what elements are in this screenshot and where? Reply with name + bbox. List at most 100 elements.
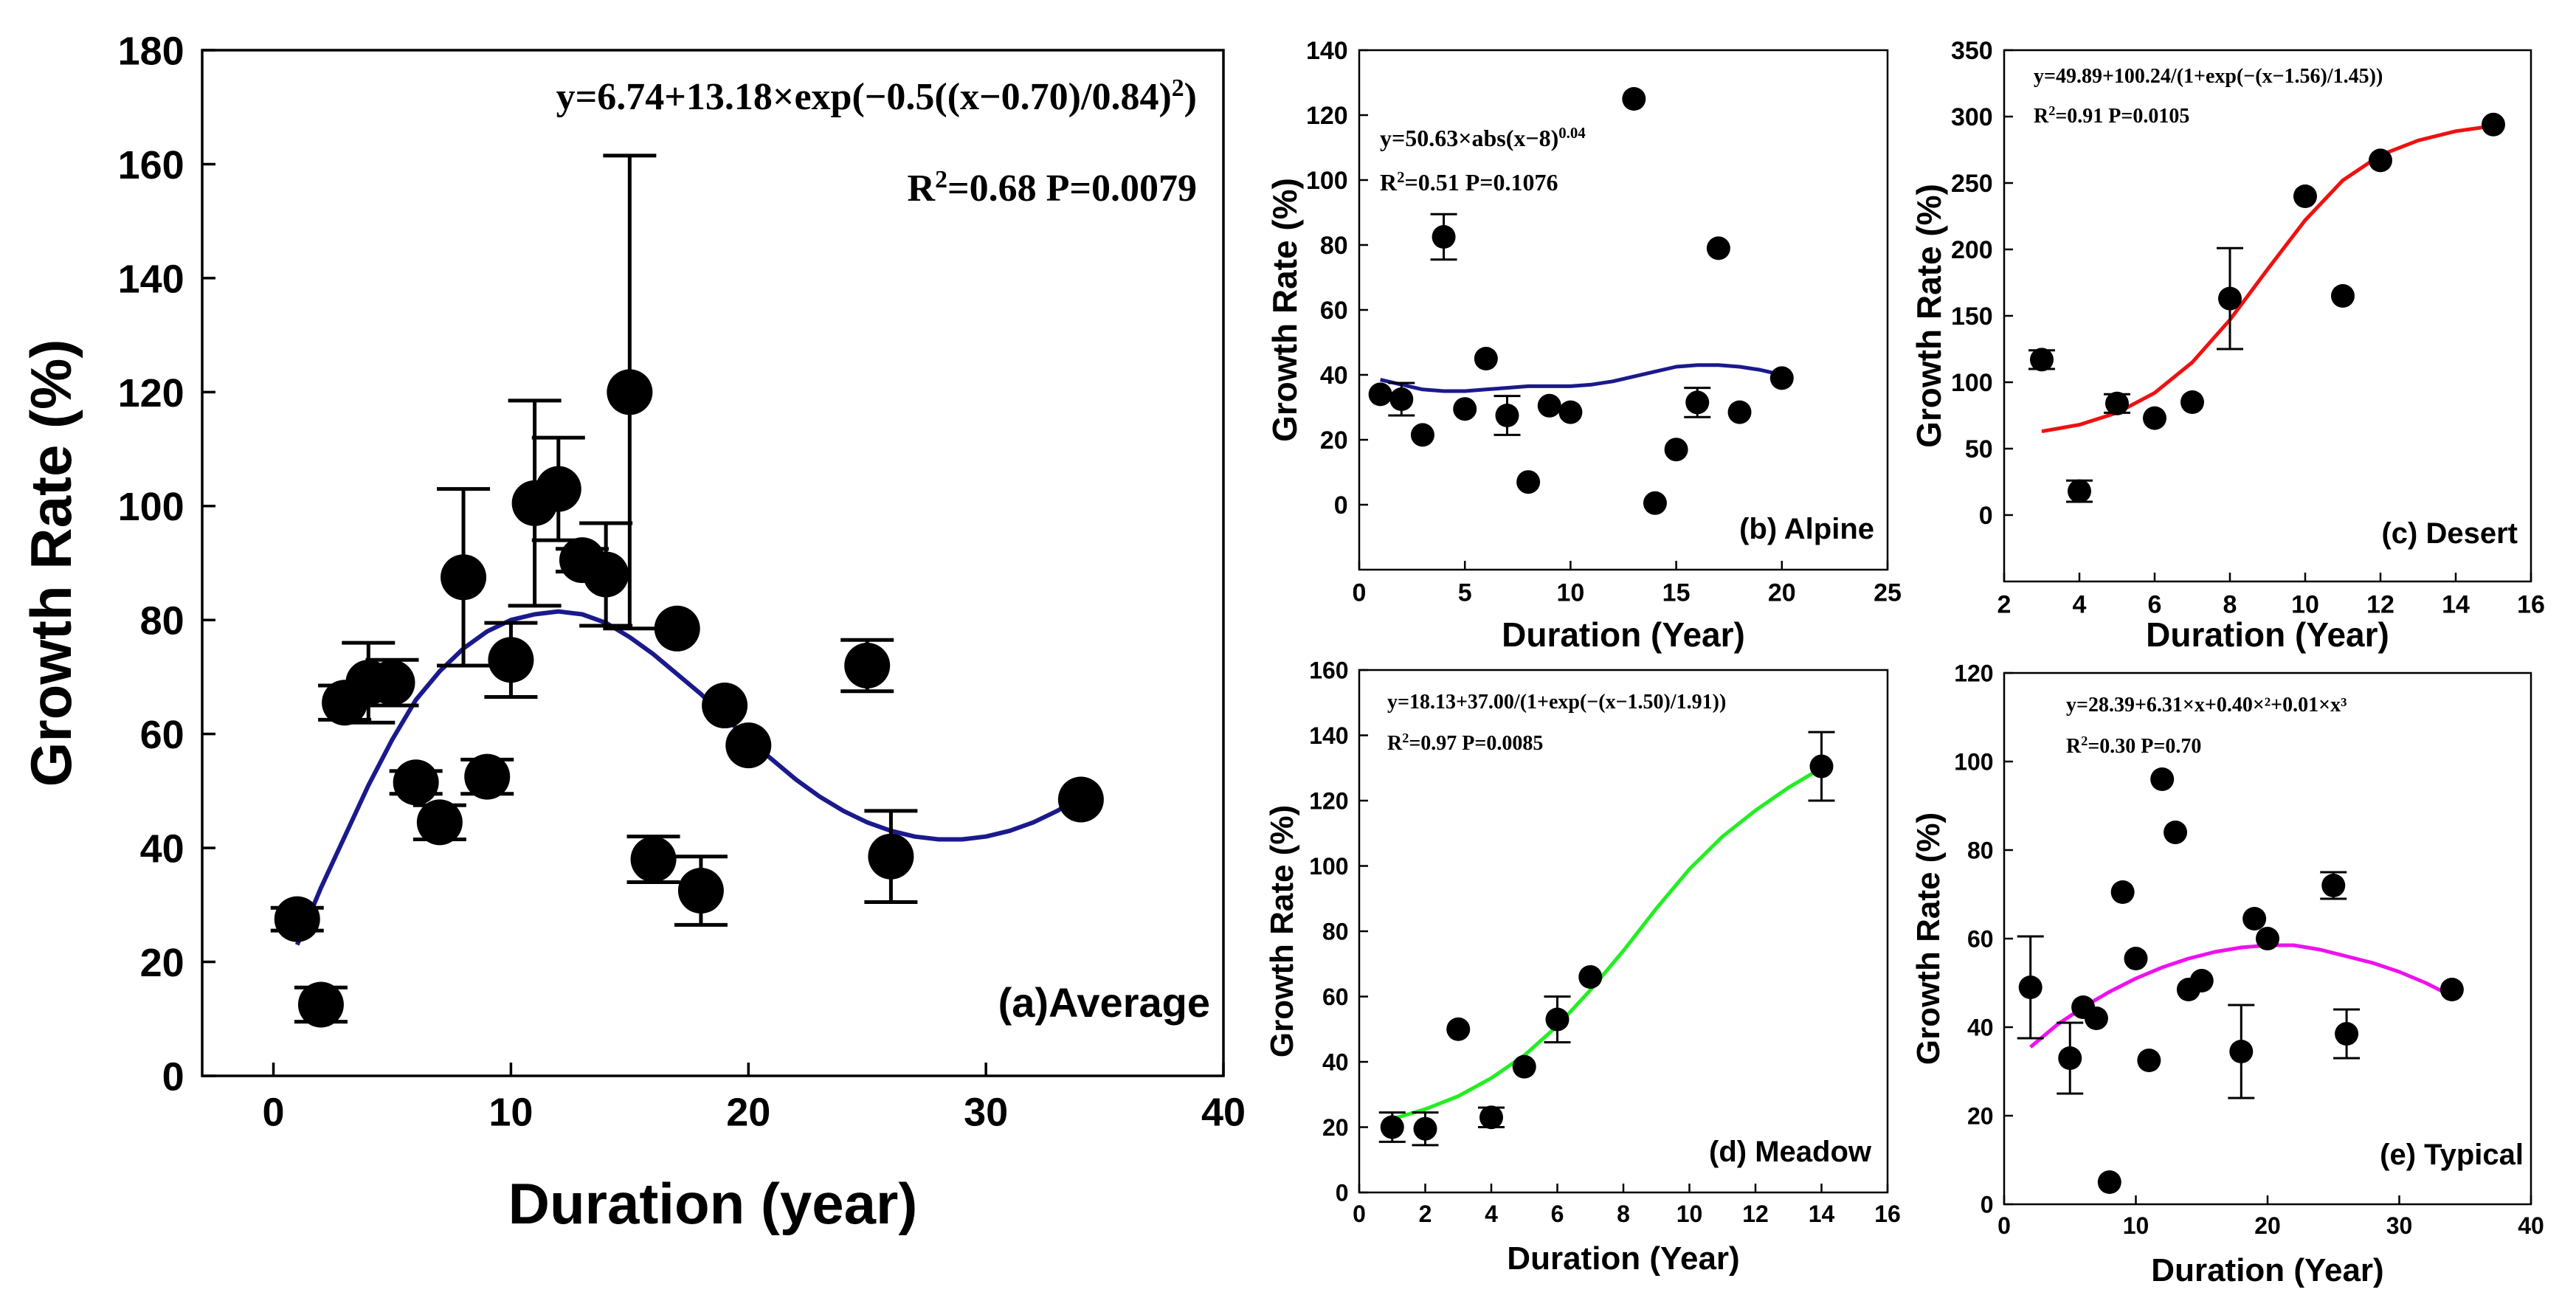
data-point	[1474, 347, 1498, 370]
data-point	[1622, 87, 1646, 111]
x-tick-label: 40	[2518, 1212, 2544, 1239]
y-tick-label: 60	[140, 713, 184, 757]
data-point	[2164, 821, 2188, 844]
y-tick-label: 80	[140, 599, 184, 643]
y-tick-label: 20	[1322, 1114, 1349, 1141]
x-tick-label: 12	[2366, 591, 2394, 619]
y-tick-label: 20	[1320, 427, 1348, 455]
data-point	[2137, 1049, 2161, 1072]
x-axis-label: Duration (Year)	[1507, 1240, 1739, 1277]
stats-superscript: 2	[2081, 733, 2088, 748]
stats-values: =0.51 P=0.1076	[1405, 169, 1558, 196]
x-tick-label: 0	[1353, 1201, 1366, 1227]
y-tick-label: 120	[1309, 788, 1348, 815]
y-tick-label: 80	[1320, 232, 1348, 260]
fit-statistics: R2=0.68 P=0.0079	[908, 166, 1198, 210]
x-tick-label: 0	[1997, 1212, 2011, 1239]
data-point	[2068, 479, 2091, 503]
x-tick-label: 16	[2517, 591, 2545, 619]
data-point	[2335, 1022, 2359, 1046]
y-tick-label: 100	[118, 485, 184, 529]
stats-superscript: 2	[1397, 169, 1404, 186]
equation-text: y=18.13+37.00/(1+exp(−(x−1.50)/1.91))	[1387, 691, 1726, 714]
data-point	[297, 981, 344, 1028]
data-point	[868, 833, 914, 880]
equation-tail: )	[1184, 76, 1197, 118]
y-tick-label: 350	[1951, 37, 1993, 65]
data-point	[1537, 393, 1561, 418]
equation-superscript: 2	[1172, 75, 1184, 102]
y-tick-label: 250	[1951, 170, 1993, 198]
stats-r: R	[2066, 735, 2082, 758]
stats-r: R	[908, 168, 936, 210]
fit-statistics: R2=0.51 P=0.1076	[1380, 169, 1558, 196]
x-tick-label: 8	[1617, 1201, 1630, 1227]
fit-equation: y=18.13+37.00/(1+exp(−(x−1.50)/1.91))	[1387, 691, 1726, 714]
equation-text: y=50.63×abs(x−8)	[1380, 125, 1558, 151]
stats-values: =0.30 P=0.70	[2088, 735, 2201, 758]
data-point	[1809, 754, 1834, 778]
data-point	[2030, 348, 2054, 372]
y-tick-label: 120	[118, 371, 184, 415]
x-tick-label: 25	[1874, 579, 1902, 607]
panel-label: (b) Alpine	[1739, 513, 1874, 545]
data-point	[2293, 184, 2317, 208]
y-tick-label: 20	[1967, 1103, 1994, 1130]
panel-e: 0 10 20 30 40 0 20 40 60 80 100 120 Duration (Year) G…	[1910, 660, 2544, 1288]
data-point	[630, 836, 677, 883]
stats-values: =0.97 P=0.0085	[1409, 732, 1543, 755]
data-point	[2321, 874, 2346, 897]
y-tick-label: 120	[1954, 660, 1993, 687]
data-point	[1432, 225, 1456, 249]
equation-text: y=49.89+100.24/(1+exp(−(x−1.56)/1.45))	[2034, 65, 2383, 88]
data-point	[2229, 1040, 2254, 1063]
y-tick-label: 100	[1306, 167, 1348, 195]
data-point	[1410, 423, 1434, 447]
data-point	[2482, 112, 2505, 137]
data-point	[535, 466, 581, 512]
data-point	[2110, 880, 2135, 904]
x-tick-label: 10	[488, 1091, 533, 1135]
data-point	[1512, 1054, 1536, 1079]
data-point	[2124, 947, 2148, 970]
x-tick-label: 20	[726, 1091, 770, 1135]
x-tick-label: 10	[1677, 1201, 1703, 1227]
y-tick-label: 60	[1967, 926, 1994, 953]
fit-curve	[1380, 363, 1783, 393]
y-tick-label: 160	[118, 143, 184, 187]
data-point	[1727, 400, 1752, 424]
data-point	[1558, 400, 1583, 424]
fit-statistics: R2=0.97 P=0.0085	[1387, 731, 1543, 755]
stats-r: R	[2034, 105, 2049, 128]
y-axis-label: Growth Rate (%)	[1264, 805, 1300, 1057]
data-point	[2084, 1007, 2108, 1030]
equation-text: y=6.74+13.18×exp(−0.5((x−0.70)/0.84)	[556, 76, 1172, 118]
x-tick-label: 2	[1997, 591, 2012, 619]
x-tick-label: 14	[1809, 1201, 1835, 1227]
x-tick-label: 6	[2148, 591, 2162, 619]
x-tick-label: 5	[1458, 579, 1472, 607]
data-point	[1368, 382, 1392, 407]
data-point	[1664, 438, 1688, 462]
y-tick-label: 60	[1322, 984, 1349, 1010]
x-tick-label: 6	[1551, 1201, 1564, 1227]
stats-superscript: 2	[935, 166, 947, 193]
x-axis-label: Duration (Year)	[1502, 615, 1745, 654]
data-point	[1453, 397, 1477, 421]
data-point	[393, 759, 439, 806]
y-tick-label: 140	[1306, 37, 1348, 65]
x-tick-label: 0	[263, 1091, 285, 1135]
panel-a: 0 10 20 30 40 0 20 40 60 80 100 120 140 160 180 Duratio…	[18, 29, 1246, 1236]
y-tick-label: 200	[1951, 236, 1993, 264]
x-tick-label: 30	[2386, 1212, 2413, 1239]
x-tick-label: 14	[2442, 591, 2470, 619]
y-axis-label: Growth Rate (%)	[18, 339, 83, 787]
y-tick-label: 300	[1951, 103, 1993, 131]
x-tick-label: 2	[1419, 1201, 1432, 1227]
y-tick-label: 80	[1967, 838, 1994, 864]
panel-d: 0 2 4 6 8 10 12 14 16020406080100120140160Durati…	[1264, 657, 1901, 1277]
data-point	[2256, 927, 2279, 950]
data-point	[2143, 406, 2166, 430]
y-axis-label: Growth Rate (%)	[1910, 812, 1947, 1065]
